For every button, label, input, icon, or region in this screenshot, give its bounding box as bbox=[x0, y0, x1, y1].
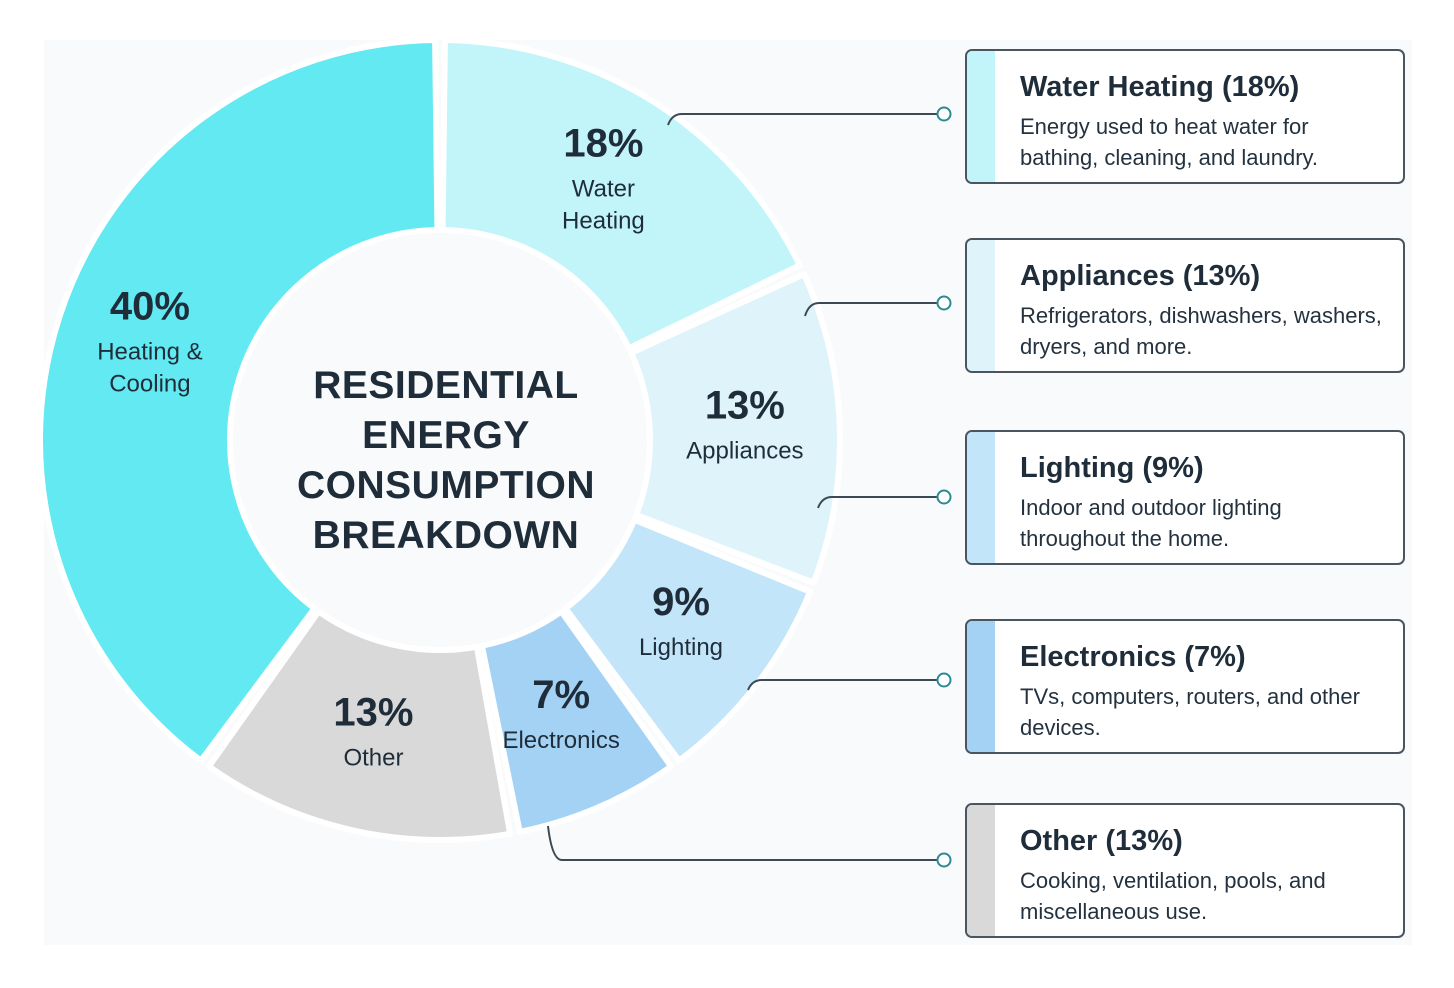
legend-color-swatch bbox=[967, 805, 995, 936]
slice-value-lighting: 9% bbox=[652, 580, 710, 624]
slice-label-other: Other bbox=[343, 745, 403, 772]
slice-value-electronics: 7% bbox=[532, 673, 590, 717]
slice-label-water-heating: Heating bbox=[562, 207, 645, 234]
legend-card-title: Electronics (7%) bbox=[1020, 641, 1246, 673]
connector-dot-other bbox=[936, 852, 952, 868]
legend-card-title: Other (13%) bbox=[1020, 825, 1183, 857]
slice-label-lighting: Lighting bbox=[639, 634, 723, 661]
legend-card-title: Water Heating (18%) bbox=[1020, 71, 1300, 103]
legend-card-other: Other (13%) Cooking, ventilation, pools, … bbox=[965, 803, 1405, 938]
legend-card-description: Indoor and outdoor lighting throughout t… bbox=[1020, 495, 1282, 551]
chart-title: RESIDENTIAL ENERGY CONSUMPTION BREAKDOWN bbox=[297, 364, 595, 557]
legend-card-appliances: Appliances (13%) Refrigerators, dishwashe… bbox=[965, 238, 1405, 373]
legend-card-description: Cooking, ventilation, pools, and miscell… bbox=[1020, 868, 1326, 924]
legend-card-title: Appliances (13%) bbox=[1020, 260, 1261, 292]
slice-label-appliances: Appliances bbox=[686, 437, 803, 464]
connector-line-lighting bbox=[817, 496, 937, 509]
slice-label-water-heating: Water bbox=[572, 175, 635, 202]
legend-card-description: Energy used to heat water for bathing, c… bbox=[1020, 114, 1319, 170]
slice-value-heating-cooling: 40% bbox=[110, 285, 190, 329]
connector-line-appliances bbox=[804, 302, 937, 317]
legend-card-water-heating: Water Heating (18%) Energy used to heat w… bbox=[965, 49, 1405, 184]
slice-water-heating bbox=[439, 37, 803, 352]
legend-card-electronics: Electronics (7%) TVs, computers, routers,… bbox=[965, 619, 1405, 754]
connector-dot-water-heating bbox=[936, 106, 952, 122]
slice-value-appliances: 13% bbox=[705, 383, 785, 427]
slice-other bbox=[205, 608, 514, 843]
slice-value-water-heating: 18% bbox=[563, 121, 643, 165]
slice-heating-cooling bbox=[37, 37, 441, 764]
legend-color-swatch bbox=[967, 51, 995, 182]
legend-color-swatch bbox=[967, 621, 995, 752]
legend-card-title: Lighting (9%) bbox=[1020, 452, 1204, 484]
legend-color-swatch bbox=[967, 432, 995, 563]
slice-label-heating-cooling: Cooling bbox=[109, 371, 190, 398]
slice-label-heating-cooling: Heating & bbox=[97, 339, 202, 366]
connector-dot-electronics bbox=[936, 672, 952, 688]
connector-line-water-heating bbox=[667, 113, 937, 126]
legend-card-description: Refrigerators, dishwashers, washers, dry… bbox=[1020, 303, 1382, 359]
connector-line-other bbox=[547, 825, 937, 861]
slice-lighting bbox=[562, 516, 814, 764]
slice-value-other: 13% bbox=[333, 691, 413, 735]
slice-label-electronics: Electronics bbox=[502, 727, 619, 754]
legend-card-description: TVs, computers, routers, and other devic… bbox=[1020, 684, 1360, 740]
slice-electronics bbox=[478, 608, 675, 835]
legend-color-swatch bbox=[967, 240, 995, 371]
connector-line-electronics bbox=[747, 679, 937, 691]
legend-card-lighting: Lighting (9%) Indoor and outdoor lighting… bbox=[965, 430, 1405, 565]
connector-dot-lighting bbox=[936, 489, 952, 505]
slice-appliances bbox=[628, 271, 843, 586]
connector-dot-appliances bbox=[936, 295, 952, 311]
